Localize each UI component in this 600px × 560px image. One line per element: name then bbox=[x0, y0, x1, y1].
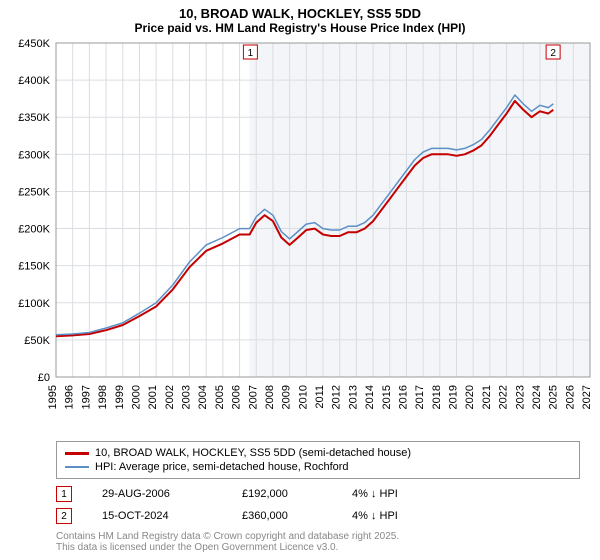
svg-text:2008: 2008 bbox=[264, 385, 276, 409]
svg-text:2005: 2005 bbox=[214, 385, 226, 409]
marker-row-1: 1 29-AUG-2006 £192,000 4% ↓ HPI bbox=[56, 483, 580, 505]
svg-text:2016: 2016 bbox=[397, 385, 409, 409]
svg-text:1997: 1997 bbox=[80, 385, 92, 409]
svg-text:2000: 2000 bbox=[130, 385, 142, 409]
svg-text:2017: 2017 bbox=[414, 385, 426, 409]
marker-date-1: 29-AUG-2006 bbox=[102, 488, 212, 500]
svg-text:£0: £0 bbox=[38, 372, 50, 384]
marker-price-2: £360,000 bbox=[242, 510, 322, 522]
svg-text:2: 2 bbox=[550, 48, 556, 59]
svg-text:1: 1 bbox=[248, 48, 254, 59]
svg-text:2022: 2022 bbox=[498, 385, 510, 409]
svg-text:2021: 2021 bbox=[481, 385, 493, 409]
marker-box-2: 2 bbox=[56, 508, 72, 524]
legend-label-hpi: HPI: Average price, semi-detached house,… bbox=[95, 461, 349, 473]
legend-item-hpi: HPI: Average price, semi-detached house,… bbox=[65, 460, 571, 474]
legend-swatch-property bbox=[65, 452, 89, 455]
svg-text:2012: 2012 bbox=[331, 385, 343, 409]
svg-text:2007: 2007 bbox=[247, 385, 259, 409]
marker-rows: 1 29-AUG-2006 £192,000 4% ↓ HPI 2 15-OCT… bbox=[56, 483, 580, 527]
marker-date-2: 15-OCT-2024 bbox=[102, 510, 212, 522]
svg-text:2020: 2020 bbox=[464, 385, 476, 409]
svg-text:2003: 2003 bbox=[181, 385, 193, 409]
svg-text:2019: 2019 bbox=[448, 385, 460, 409]
svg-text:£150K: £150K bbox=[18, 261, 50, 273]
svg-text:2023: 2023 bbox=[514, 385, 526, 409]
svg-text:£50K: £50K bbox=[24, 335, 50, 347]
svg-text:2015: 2015 bbox=[381, 385, 393, 409]
svg-text:2009: 2009 bbox=[281, 385, 293, 409]
svg-text:£450K: £450K bbox=[18, 38, 50, 50]
svg-text:2027: 2027 bbox=[581, 385, 593, 409]
legend-label-property: 10, BROAD WALK, HOCKLEY, SS5 5DD (semi-d… bbox=[95, 447, 411, 459]
marker-box-1: 1 bbox=[56, 486, 72, 502]
svg-text:£300K: £300K bbox=[18, 149, 50, 161]
footer-attribution: Contains HM Land Registry data © Crown c… bbox=[56, 531, 580, 553]
legend-box: 10, BROAD WALK, HOCKLEY, SS5 5DD (semi-d… bbox=[56, 441, 580, 479]
svg-text:2024: 2024 bbox=[531, 385, 543, 409]
svg-text:2018: 2018 bbox=[431, 385, 443, 409]
svg-text:2025: 2025 bbox=[548, 385, 560, 409]
title-line1: 10, BROAD WALK, HOCKLEY, SS5 5DD bbox=[0, 6, 600, 21]
svg-text:2014: 2014 bbox=[364, 385, 376, 409]
svg-text:£200K: £200K bbox=[18, 224, 50, 236]
svg-text:1995: 1995 bbox=[47, 385, 59, 409]
marker-delta-2: 4% ↓ HPI bbox=[352, 510, 442, 522]
marker-delta-1: 4% ↓ HPI bbox=[352, 488, 442, 500]
marker-row-2: 2 15-OCT-2024 £360,000 4% ↓ HPI bbox=[56, 505, 580, 527]
svg-text:2026: 2026 bbox=[564, 385, 576, 409]
chart-svg: £0 £50K £100K £150K £200K £250K £300K £350K £400… bbox=[0, 37, 600, 437]
svg-text:1998: 1998 bbox=[97, 385, 109, 409]
svg-text:2011: 2011 bbox=[314, 385, 326, 409]
svg-text:£250K: £250K bbox=[18, 186, 50, 198]
svg-text:2004: 2004 bbox=[197, 385, 209, 409]
svg-text:2001: 2001 bbox=[147, 385, 159, 409]
legend-swatch-hpi bbox=[65, 466, 89, 468]
svg-text:£350K: £350K bbox=[18, 112, 50, 124]
title-line2: Price paid vs. HM Land Registry's House … bbox=[0, 21, 600, 35]
legend-item-property: 10, BROAD WALK, HOCKLEY, SS5 5DD (semi-d… bbox=[65, 446, 571, 460]
svg-text:2002: 2002 bbox=[164, 385, 176, 409]
svg-text:2013: 2013 bbox=[347, 385, 359, 409]
footer-line2: This data is licensed under the Open Gov… bbox=[56, 542, 580, 553]
chart-plot: £0 £50K £100K £150K £200K £250K £300K £350K £400… bbox=[0, 37, 600, 437]
svg-text:2010: 2010 bbox=[297, 385, 309, 409]
svg-text:£100K: £100K bbox=[18, 298, 50, 310]
svg-text:2006: 2006 bbox=[231, 385, 243, 409]
marker-price-1: £192,000 bbox=[242, 488, 322, 500]
chart-container: 10, BROAD WALK, HOCKLEY, SS5 5DD Price p… bbox=[0, 0, 600, 553]
svg-text:1999: 1999 bbox=[114, 385, 126, 409]
svg-text:£400K: £400K bbox=[18, 75, 50, 87]
title-block: 10, BROAD WALK, HOCKLEY, SS5 5DD Price p… bbox=[0, 0, 600, 37]
footer-line1: Contains HM Land Registry data © Crown c… bbox=[56, 531, 580, 542]
svg-text:1996: 1996 bbox=[64, 385, 76, 409]
